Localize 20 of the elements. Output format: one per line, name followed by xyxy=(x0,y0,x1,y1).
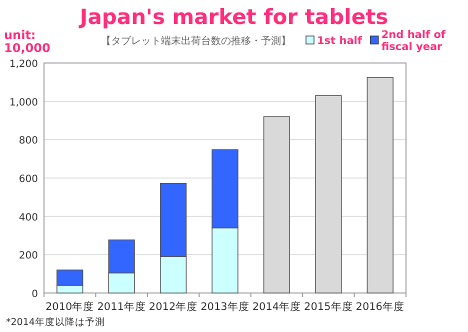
y-tick-label: 0 xyxy=(32,289,38,300)
x-tick-label: 2016年度 xyxy=(356,300,405,313)
legend-label: 2nd half of fiscal year xyxy=(381,29,446,53)
chart-subtitle: 【タブレット端末出荷台数の推移・予測】 xyxy=(101,35,291,47)
text: *2014年度以降は予測 xyxy=(6,316,105,328)
y-tick-label: 1,200 xyxy=(9,59,38,70)
x-tick-label: 2010年度 xyxy=(45,300,94,313)
x-tick-label: 2013年度 xyxy=(200,300,250,313)
chart-title: Japan's market for tablets xyxy=(78,5,388,29)
x-tick-label: 2015年度 xyxy=(304,300,353,313)
y-tick-label: 800 xyxy=(18,136,38,147)
y-axis-title: unit: 10,000 xyxy=(4,28,50,55)
y-tick-label: 600 xyxy=(18,174,38,185)
y-tick-label: 1,000 xyxy=(9,97,38,108)
x-tick-label: 2011年度 xyxy=(97,300,146,313)
legend-label: 1st half xyxy=(317,35,362,47)
x-tick-label: 2012年度 xyxy=(148,300,198,313)
y-tick-label: 400 xyxy=(18,212,38,224)
y-tick-label: 200 xyxy=(18,250,38,262)
x-tick-label: 2014年度 xyxy=(252,300,302,313)
